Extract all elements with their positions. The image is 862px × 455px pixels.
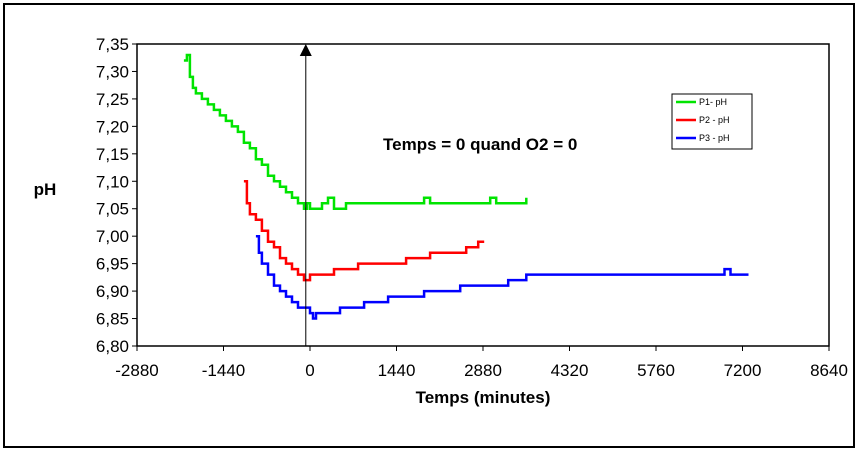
x-tick-label: 4320	[551, 361, 589, 380]
x-axis-label: Temps (minutes)	[416, 388, 551, 407]
y-tick-label: 6,90	[96, 282, 129, 301]
y-tick-label: 6,85	[96, 310, 129, 329]
annotation: Temps = 0 quand O2 = 0	[383, 135, 577, 154]
y-tick-label: 7,35	[96, 35, 129, 54]
x-tick-label: 8640	[810, 361, 848, 380]
y-tick-label: 7,15	[96, 145, 129, 164]
x-tick-label: 0	[305, 361, 314, 380]
x-tick-label: -2880	[115, 361, 158, 380]
y-tick-label: 6,95	[96, 255, 129, 274]
y-axis-label: pH	[34, 180, 57, 199]
x-tick-label: 2880	[464, 361, 502, 380]
legend-label-p3: P3 - pH	[699, 133, 730, 143]
x-tick-label: 1440	[378, 361, 416, 380]
y-tick-label: 7,00	[96, 227, 129, 246]
legend-label-p1: P1- pH	[699, 97, 727, 107]
chart-frame	[3, 3, 855, 448]
y-tick-label: 7,30	[96, 62, 129, 81]
y-tick-label: 7,20	[96, 117, 129, 136]
y-tick-label: 7,05	[96, 200, 129, 219]
y-tick-label: 7,10	[96, 172, 129, 191]
series-line-p1	[183, 53, 528, 210]
time-zero-arrow	[299, 44, 312, 56]
legend-label-p2: P2 - pH	[699, 115, 730, 125]
x-tick-label: 7200	[724, 361, 762, 380]
x-tick-label: -1440	[202, 361, 245, 380]
legend: P1- pH P2 - pH P3 - pH	[671, 93, 753, 150]
x-tick-label: 5760	[637, 361, 675, 380]
plot-area	[136, 43, 830, 347]
series-line-p3	[255, 234, 749, 320]
y-tick-label: 7,25	[96, 90, 129, 109]
y-tick-label: 6,80	[96, 337, 129, 356]
series-line-p2	[243, 180, 485, 282]
